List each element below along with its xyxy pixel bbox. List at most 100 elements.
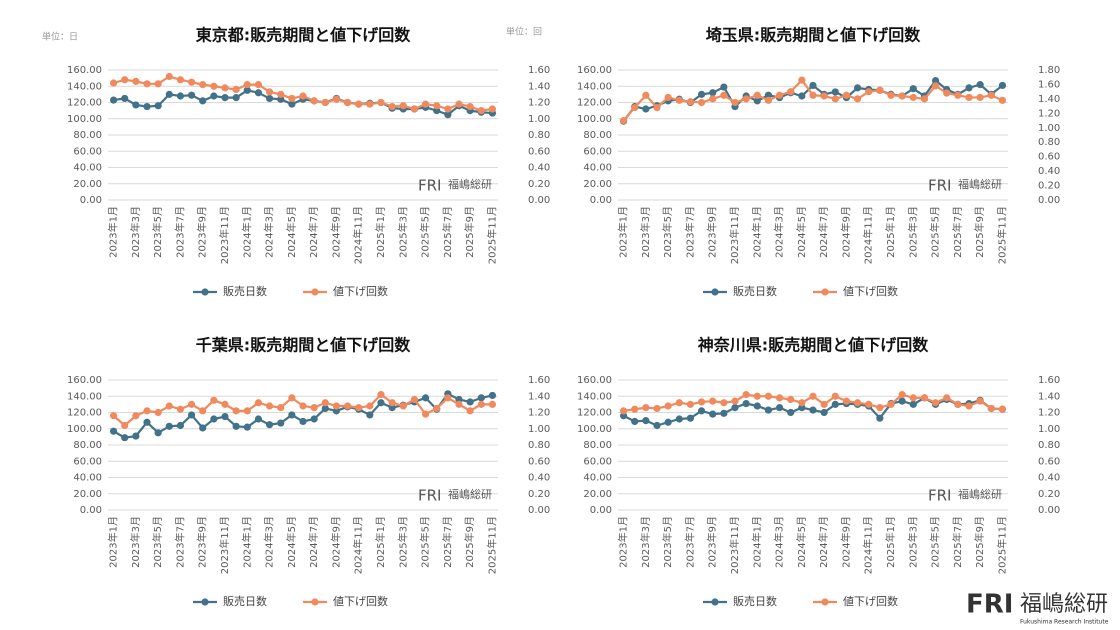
legend-marker (311, 598, 319, 606)
data-point (121, 434, 129, 442)
data-point (199, 81, 207, 89)
data-point (121, 421, 129, 430)
data-point (820, 92, 828, 100)
x-tick-label: 2024年7月 (307, 206, 320, 258)
watermark-name: 福嶋総研 (448, 177, 492, 191)
y2-tick-label: 1.20 (1038, 108, 1060, 119)
data-point (876, 414, 884, 422)
x-tick-label: 2023年3月 (129, 516, 142, 568)
data-point (720, 409, 728, 417)
data-point (642, 404, 650, 412)
x-tick-label: 2025年5月 (419, 206, 432, 258)
data-point (210, 396, 218, 404)
data-point (898, 397, 906, 405)
x-tick-label: 2024年11月 (352, 206, 365, 264)
data-point (865, 88, 873, 96)
y2-tick-label: 0.00 (528, 505, 550, 516)
chart-title: 東京都:販売期間と値下げ回数 (196, 26, 411, 45)
brand-logo: FRI (966, 590, 1013, 620)
x-tick-label: 2025年9月 (973, 516, 986, 568)
data-point (798, 92, 806, 100)
data-point (697, 98, 706, 107)
y2-tick-label: 1.60 (1038, 375, 1060, 386)
data-point (154, 429, 162, 437)
data-point (265, 94, 274, 103)
data-point (176, 421, 185, 430)
data-point (876, 404, 884, 412)
y2-tick-label: 0.80 (528, 130, 550, 141)
data-point (444, 111, 452, 119)
y2-tick-label: 0.00 (528, 195, 550, 206)
legend-label: 値下げ回数 (333, 285, 388, 298)
y2-tick-label: 0.80 (1038, 440, 1060, 451)
data-point (831, 88, 839, 96)
data-point (210, 92, 218, 100)
data-point (132, 432, 140, 440)
x-tick-label: 2025年1月 (374, 206, 387, 258)
data-point (675, 399, 683, 407)
data-point (310, 415, 318, 423)
data-point (943, 394, 951, 402)
data-point (477, 107, 485, 115)
data-point (731, 98, 739, 107)
brand-name: 福嶋総研 (1020, 592, 1108, 617)
data-point (887, 91, 895, 99)
x-tick-label: 2024年3月 (773, 206, 786, 258)
x-tick-label: 2023年11月 (728, 516, 741, 574)
watermark-logo: FRI (928, 487, 951, 505)
data-point (321, 98, 329, 107)
data-point (697, 90, 706, 98)
data-point (132, 101, 140, 109)
data-point (343, 98, 352, 107)
y-tick-label: 40.00 (73, 163, 102, 174)
x-tick-label: 2024年3月 (263, 516, 276, 568)
data-point (187, 78, 196, 86)
y-tick-label: 120.00 (577, 408, 612, 419)
data-point (299, 92, 307, 100)
data-point (254, 89, 263, 97)
legend-marker (201, 288, 209, 296)
watermark-name: 福嶋総研 (448, 487, 492, 501)
y2-tick-label: 0.20 (1038, 489, 1060, 500)
data-point (199, 424, 207, 432)
data-point (355, 404, 363, 412)
data-point (321, 404, 329, 413)
data-point (987, 404, 995, 413)
y2-tick-label: 1.00 (528, 114, 550, 125)
data-point (176, 76, 185, 84)
y-tick-label: 160.00 (67, 375, 102, 386)
data-point (709, 397, 717, 405)
brand-sub: Fukushima Research Institute (1020, 619, 1109, 626)
y-tick-label: 160.00 (67, 65, 102, 76)
data-point (631, 405, 639, 413)
watermark-name: 福嶋総研 (958, 177, 1002, 191)
y2-tick-label: 0.40 (528, 473, 550, 484)
data-point (686, 414, 695, 422)
data-point (154, 80, 162, 88)
data-point (675, 415, 683, 423)
x-tick-label: 2024年1月 (240, 206, 253, 258)
x-tick-label: 2025年3月 (906, 516, 919, 568)
x-tick-label: 2025年5月 (419, 516, 432, 568)
data-point (109, 427, 118, 435)
y-tick-label: 20.00 (583, 489, 612, 500)
data-point (998, 96, 1007, 104)
y2-tick-label: 0.40 (1038, 473, 1060, 484)
legend-label: 販売日数 (733, 285, 777, 298)
data-point (355, 100, 363, 108)
y2-tick-label: 0.20 (528, 179, 550, 190)
data-point (720, 91, 728, 99)
data-point (343, 402, 352, 410)
y2-tick-label: 1.00 (1038, 424, 1060, 435)
data-point (753, 91, 761, 99)
legend-marker (821, 598, 829, 606)
data-point (664, 402, 672, 410)
y2-tick-label: 0.40 (528, 163, 550, 174)
y2-tick-label: 0.00 (1038, 195, 1060, 206)
data-point (366, 100, 374, 108)
data-point (909, 85, 917, 93)
y2-tick-label: 1.80 (1038, 65, 1060, 76)
x-tick-label: 2023年5月 (151, 516, 164, 568)
watermark-logo: FRI (418, 177, 441, 195)
